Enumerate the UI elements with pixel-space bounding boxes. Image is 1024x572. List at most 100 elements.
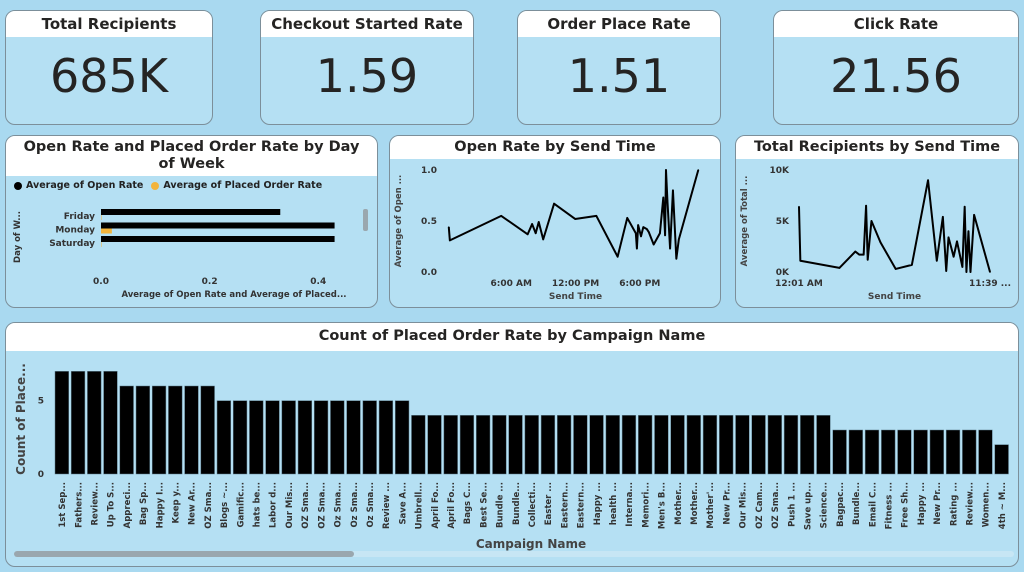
data-point	[526, 233, 529, 236]
bar	[70, 371, 86, 475]
data-point	[965, 271, 968, 273]
bar	[427, 415, 442, 475]
hbar-chart: Friday Monday Saturday 0.0 0.2 0.4 Average of …	[13, 209, 368, 300]
bar	[897, 429, 912, 475]
category-label: Monday	[55, 226, 95, 236]
category-label: Eastern...	[577, 482, 587, 528]
bar	[265, 400, 280, 475]
data-point	[553, 202, 555, 205]
data-point	[947, 236, 950, 239]
y-tick-label: 0K	[776, 268, 790, 278]
bar	[168, 385, 183, 475]
y-axis-title: Count of Place...	[14, 363, 28, 475]
data-point	[911, 264, 913, 266]
category-label: April Fo...	[431, 482, 441, 529]
data-point	[854, 250, 857, 253]
legend-placed-order-rate[interactable]: Average of Placed Order Rate	[163, 180, 323, 191]
category-label: Our Mis...	[739, 482, 749, 529]
kpi-title: Total Recipients	[6, 11, 212, 37]
bar	[864, 429, 880, 475]
bar	[476, 415, 491, 475]
bar-open-rate	[101, 222, 335, 229]
category-label: New Pr...	[933, 482, 943, 525]
bar	[962, 429, 977, 475]
bar-chart: 0 5 1st Sep... Fathers... Review... Up To S..…	[14, 363, 1009, 551]
y-axis-title: Average of Total ...	[740, 176, 750, 267]
data-point	[961, 266, 964, 268]
bar	[508, 415, 523, 475]
category-label: OZ Cam...	[755, 482, 765, 529]
data-point	[646, 228, 648, 230]
x-tick-label: 12:00 PM	[552, 279, 599, 289]
kpi-value: 1.51	[567, 49, 671, 103]
category-label: OZ Sma...	[771, 482, 781, 529]
chart-open-rate-by-send-time: Open Rate by Send Time 0.0 0.5 1.0 6:00 AM 1…	[389, 135, 721, 308]
bar	[346, 400, 361, 475]
x-tick-label: 12:01 AM	[775, 279, 823, 289]
bar	[751, 415, 766, 475]
data-point	[672, 189, 674, 192]
chart-total-recipients-by-send-time: Total Recipients by Send Time 0K 5K 10K 12:…	[735, 135, 1019, 308]
category-label: Bag Sp...	[139, 482, 149, 525]
kpi-total-recipients: Total Recipients 685K	[5, 10, 213, 125]
data-point	[626, 217, 629, 219]
data-point	[648, 231, 650, 234]
category-label: Mother...	[674, 482, 684, 525]
category-label: Memori...	[641, 482, 651, 528]
legend-open-rate[interactable]: Average of Open Rate	[26, 180, 144, 191]
chart-title: Open Rate by Send Time	[390, 136, 720, 159]
category-label: Bundle...	[852, 482, 862, 525]
category-label: Save up...	[803, 482, 813, 530]
data-point	[652, 243, 655, 246]
chart-title: Total Recipients by Send Time	[736, 136, 1018, 159]
bar	[573, 415, 588, 475]
category-label: Interna...	[625, 482, 635, 527]
bar	[848, 429, 863, 475]
bar	[459, 415, 475, 475]
bar	[638, 415, 653, 475]
bar-placed-order-rate	[101, 215, 102, 220]
data-point	[531, 223, 533, 225]
data-point	[449, 239, 451, 242]
data-point	[678, 238, 680, 241]
category-label: Bundle ...	[496, 482, 506, 528]
category-label: Labor d...	[269, 482, 279, 528]
y-tick-label: 0	[38, 470, 44, 480]
category-label: Saturday	[49, 239, 95, 249]
data-point	[669, 247, 671, 250]
bar	[330, 400, 345, 475]
y-axis-title: Day of W...	[13, 211, 23, 263]
bar	[378, 400, 394, 475]
scrollbar-thumb[interactable]	[14, 551, 354, 557]
data-point	[616, 255, 619, 258]
category-label: Oz Sma...	[366, 482, 376, 528]
category-label: Bundle...	[512, 482, 522, 525]
data-point	[636, 247, 638, 250]
category-label: New Ar...	[188, 482, 198, 525]
bar	[135, 385, 150, 475]
category-label: Review ...	[382, 482, 392, 529]
bar	[249, 400, 264, 475]
vertical-scrollbar-thumb	[363, 209, 368, 231]
data-point	[927, 179, 929, 181]
category-label: Appreci...	[123, 482, 133, 528]
line-chart: 0.0 0.5 1.0 6:00 AM 12:00 PM 6:00 PM Send Time…	[394, 166, 700, 302]
bar	[87, 371, 102, 475]
category-label: Free Sh...	[901, 482, 911, 528]
category-label: Mother'...	[706, 482, 716, 529]
bar-placed-order-rate	[101, 242, 102, 247]
y-tick-label: 1.0	[421, 166, 437, 176]
category-label: Women...	[982, 482, 992, 527]
y-tick-label: 5K	[776, 217, 790, 227]
category-label: Push 1 ...	[787, 482, 797, 527]
x-axis-title: Send Time	[549, 292, 602, 302]
bar	[783, 415, 799, 475]
horizontal-scrollbar[interactable]	[14, 551, 1014, 557]
data-point	[973, 214, 975, 216]
data-point	[798, 205, 800, 208]
bar	[767, 415, 782, 475]
x-axis-title: Average of Open Rate and Average of Plac…	[121, 290, 346, 300]
data-point	[697, 169, 700, 171]
data-point	[989, 271, 991, 273]
bar	[670, 415, 685, 475]
